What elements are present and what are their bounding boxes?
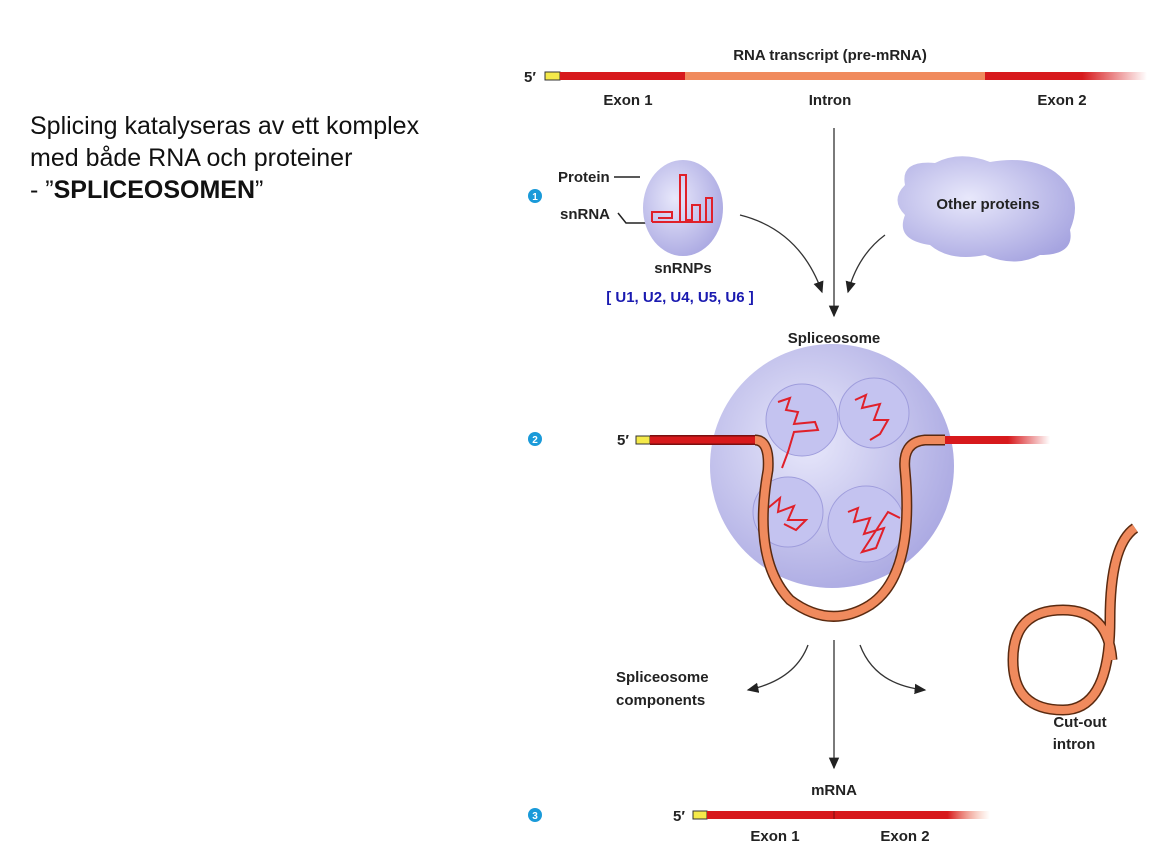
mrna-label: mRNA <box>811 782 857 799</box>
intron-release-arrow <box>859 644 927 695</box>
step-1-number: 1 <box>532 192 538 203</box>
snrnp-subunit <box>752 476 824 548</box>
snrna-label: snRNA <box>560 206 610 223</box>
step-1-badge: 1 <box>528 189 542 203</box>
spliceosome-label: Spliceosome <box>788 330 881 347</box>
components-arrow <box>746 644 809 693</box>
step-2-badge: 2 <box>528 432 542 446</box>
snrnp-list: [ U1, U2, U4, U5, U6 ] <box>606 289 754 306</box>
protein-label: Protein <box>558 169 610 186</box>
five-prime-label-2: 5′ <box>617 432 629 449</box>
quote-close: ” <box>255 176 264 204</box>
quote-open: - ” <box>30 176 54 204</box>
five-prime-cap <box>544 71 561 81</box>
snrnp-subunit <box>765 383 839 457</box>
snrnp-arrow <box>739 214 824 294</box>
cutout-label-1: Cut-out <box>1053 714 1106 731</box>
cutout-label-2: intron <box>1053 736 1096 753</box>
intron-segment <box>685 72 985 80</box>
snrnp-particle <box>643 160 723 256</box>
exon2-strand <box>945 436 1050 444</box>
exon1-segment <box>560 72 685 80</box>
slide-line-1: Splicing katalyseras av ett komplex <box>30 112 420 140</box>
snrnps-label: snRNPs <box>654 260 712 277</box>
snrnp-subunits <box>752 377 910 563</box>
step-2-number: 2 <box>532 435 538 446</box>
other-proteins-arrow <box>845 234 886 294</box>
slide-line-3: - ”SPLICEOSOMEN” <box>30 174 419 206</box>
spliceosomen-term: SPLICEOSOMEN <box>53 176 256 204</box>
intron-label: Intron <box>809 92 852 109</box>
components-label-2: components <box>616 692 705 709</box>
five-prime-cap-2 <box>635 435 651 445</box>
step-3-badge: 3 <box>528 808 542 822</box>
exon1-label: Exon 1 <box>603 92 652 109</box>
mrna-strand <box>707 811 990 819</box>
slide-line-2: med både RNA och proteiner <box>30 144 353 172</box>
exon2-label: Exon 2 <box>1037 92 1086 109</box>
slide-text: Splicing katalyseras av ett komplex med … <box>30 110 419 206</box>
exon2-segment <box>985 72 1147 80</box>
five-prime-label: 5′ <box>524 69 536 86</box>
components-label-1: Spliceosome <box>616 669 709 686</box>
mrna-exon2-label: Exon 2 <box>880 828 929 845</box>
intron-loop <box>754 436 945 621</box>
other-proteins-cloud <box>897 156 1075 262</box>
step-3-number: 3 <box>532 811 538 822</box>
transcript-title: RNA transcript (pre-mRNA) <box>733 47 927 64</box>
cut-out-intron-lariat <box>1008 524 1138 715</box>
mrna-exon1-label: Exon 1 <box>750 828 799 845</box>
snrnp-subunit <box>838 377 910 449</box>
other-proteins-label: Other proteins <box>936 196 1039 213</box>
spliceosome-complex <box>710 344 954 588</box>
snrna-structure <box>651 174 713 223</box>
five-prime-label-3: 5′ <box>673 808 685 825</box>
five-prime-cap-3 <box>692 810 708 820</box>
